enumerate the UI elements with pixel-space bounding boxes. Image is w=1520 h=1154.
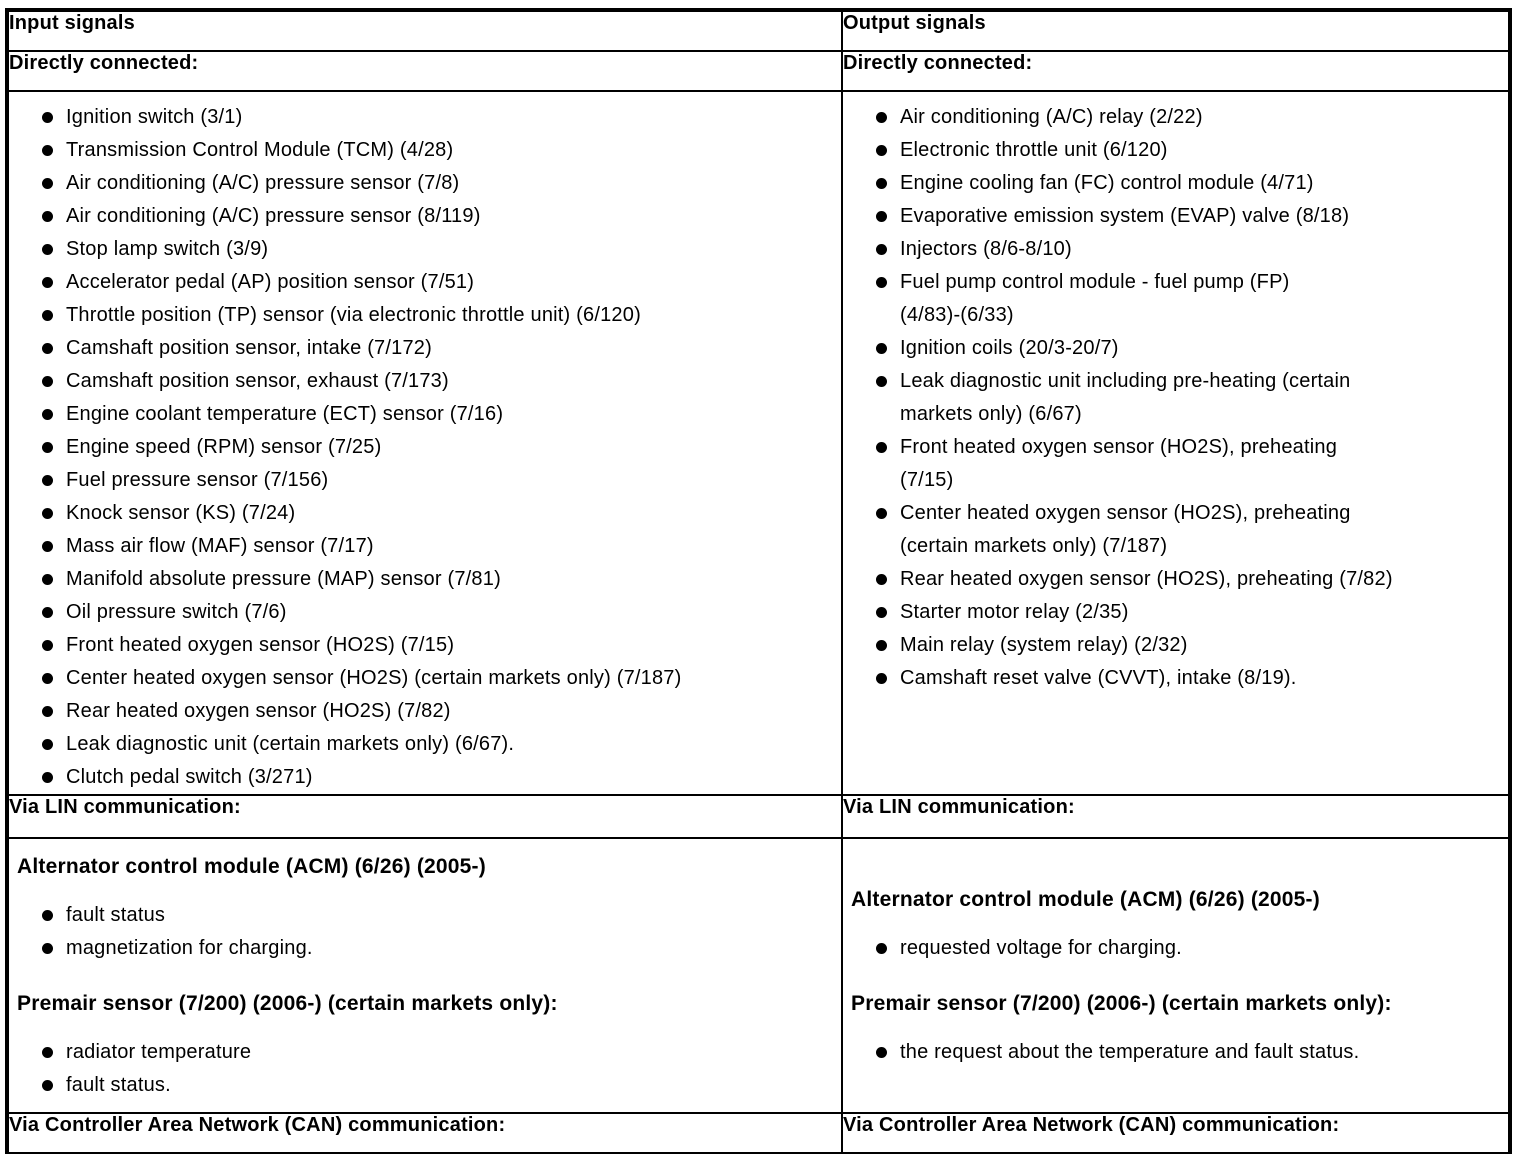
list-item: requested voltage for charging. (844, 932, 1508, 965)
input-acm-heading: Alternator control module (ACM) (6/26) (… (17, 854, 486, 878)
list-item: Front heated oxygen sensor (HO2S), prehe… (844, 431, 1508, 497)
list-item: Transmission Control Module (TCM) (4/28) (9, 134, 840, 167)
input-directly-connected-list: Ignition switch (3/1) Transmission Contro… (9, 93, 840, 793)
list-item: Camshaft reset valve (CVVT), intake (8/1… (844, 662, 1508, 695)
list-item: Center heated oxygen sensor (HO2S) (cert… (9, 662, 840, 695)
list-item: radiator temperature (9, 1036, 840, 1069)
list-item: Air conditioning (A/C) relay (2/22) (844, 101, 1508, 134)
input-premair-group: Premair sensor (7/200) (2006-) (certain … (9, 987, 840, 1102)
list-item: fault status (9, 899, 840, 932)
output-directly-connected-cell: Air conditioning (A/C) relay (2/22) Elect… (841, 90, 1511, 796)
list-item: fault status. (9, 1069, 840, 1102)
directly-connected-row: Directly connected: Directly connected: (6, 50, 1511, 92)
list-item: Injectors (8/6-8/10) (844, 233, 1508, 266)
table-header-row: Input signals Output signals (6, 9, 1511, 52)
list-item: Air conditioning (A/C) pressure sensor (… (9, 167, 840, 200)
list-item: Engine speed (RPM) sensor (7/25) (9, 431, 840, 464)
output-acm-list: requested voltage for charging. (844, 916, 1508, 965)
input-signals-header: Input signals (6, 9, 843, 52)
list-item: Throttle position (TP) sensor (via elect… (9, 299, 840, 332)
output-premair-group: Premair sensor (7/200) (2006-) (certain … (844, 987, 1508, 1069)
list-item: Ignition coils (20/3-20/7) (844, 332, 1508, 365)
list-item: Center heated oxygen sensor (HO2S), preh… (844, 497, 1508, 563)
output-premair-list: the request about the temperature and fa… (844, 1020, 1508, 1069)
list-item: Knock sensor (KS) (7/24) (9, 497, 840, 530)
output-signals-header: Output signals (841, 9, 1511, 52)
list-item: Engine cooling fan (FC) control module (… (844, 167, 1508, 200)
list-item: Rear heated oxygen sensor (HO2S) (7/82) (9, 695, 840, 728)
output-acm-group: Alternator control module (ACM) (6/26) (… (844, 883, 1508, 965)
list-item: Camshaft position sensor, intake (7/172) (9, 332, 840, 365)
input-acm-group: Alternator control module (ACM) (6/26) (… (9, 850, 840, 965)
list-item: Manifold absolute pressure (MAP) sensor … (9, 563, 840, 596)
output-lin-details-cell: Alternator control module (ACM) (6/26) (… (841, 837, 1511, 1114)
via-can-row: Via Controller Area Network (CAN) commun… (6, 1112, 1511, 1154)
output-acm-heading: Alternator control module (ACM) (6/26) (… (851, 887, 1320, 911)
via-lin-row: Via LIN communication: Via LIN communica… (6, 794, 1511, 839)
list-item: the request about the temperature and fa… (844, 1036, 1508, 1069)
input-premair-list: radiator temperature fault status. (9, 1020, 840, 1102)
list-item: Engine coolant temperature (ECT) sensor … (9, 398, 840, 431)
list-item: Ignition switch (3/1) (9, 101, 840, 134)
input-via-can-label: Via Controller Area Network (CAN) commun… (6, 1112, 843, 1154)
list-item: Mass air flow (MAF) sensor (7/17) (9, 530, 840, 563)
list-item: Stop lamp switch (3/9) (9, 233, 840, 266)
list-item: Front heated oxygen sensor (HO2S) (7/15) (9, 629, 840, 662)
input-directly-connected-label: Directly connected: (6, 50, 843, 92)
input-lin-details-cell: Alternator control module (ACM) (6/26) (… (6, 837, 843, 1114)
list-item: Rear heated oxygen sensor (HO2S), prehea… (844, 563, 1508, 596)
output-via-can-label: Via Controller Area Network (CAN) commun… (841, 1112, 1511, 1154)
list-item: Evaporative emission system (EVAP) valve… (844, 200, 1508, 233)
lin-details-row: Alternator control module (ACM) (6/26) (… (6, 837, 1511, 1114)
input-via-lin-label: Via LIN communication: (6, 794, 843, 839)
input-directly-connected-cell: Ignition switch (3/1) Transmission Contro… (6, 90, 843, 796)
signals-table: Input signals Output signals Directly co… (5, 8, 1512, 1154)
list-item: magnetization for charging. (9, 932, 840, 965)
output-directly-connected-label: Directly connected: (841, 50, 1511, 92)
list-item: Fuel pump control module - fuel pump (FP… (844, 266, 1508, 332)
output-via-lin-label: Via LIN communication: (841, 794, 1511, 839)
list-item: Fuel pressure sensor (7/156) (9, 464, 840, 497)
list-item: Leak diagnostic unit including pre-heati… (844, 365, 1508, 431)
list-item: Main relay (system relay) (2/32) (844, 629, 1508, 662)
list-item: Camshaft position sensor, exhaust (7/173… (9, 365, 840, 398)
list-item: Leak diagnostic unit (certain markets on… (9, 728, 840, 761)
output-directly-connected-list: Air conditioning (A/C) relay (2/22) Elect… (844, 93, 1508, 695)
list-item: Starter motor relay (2/35) (844, 596, 1508, 629)
list-item: Air conditioning (A/C) pressure sensor (… (9, 200, 840, 233)
directly-connected-lists-row: Ignition switch (3/1) Transmission Contro… (6, 90, 1511, 796)
input-premair-heading: Premair sensor (7/200) (2006-) (certain … (17, 991, 558, 1015)
list-item: Oil pressure switch (7/6) (9, 596, 840, 629)
list-item: Accelerator pedal (AP) position sensor (… (9, 266, 840, 299)
output-premair-heading: Premair sensor (7/200) (2006-) (certain … (851, 991, 1392, 1015)
list-item: Clutch pedal switch (3/271) (9, 761, 840, 793)
input-acm-list: fault status magnetization for charging. (9, 883, 840, 965)
list-item: Electronic throttle unit (6/120) (844, 134, 1508, 167)
